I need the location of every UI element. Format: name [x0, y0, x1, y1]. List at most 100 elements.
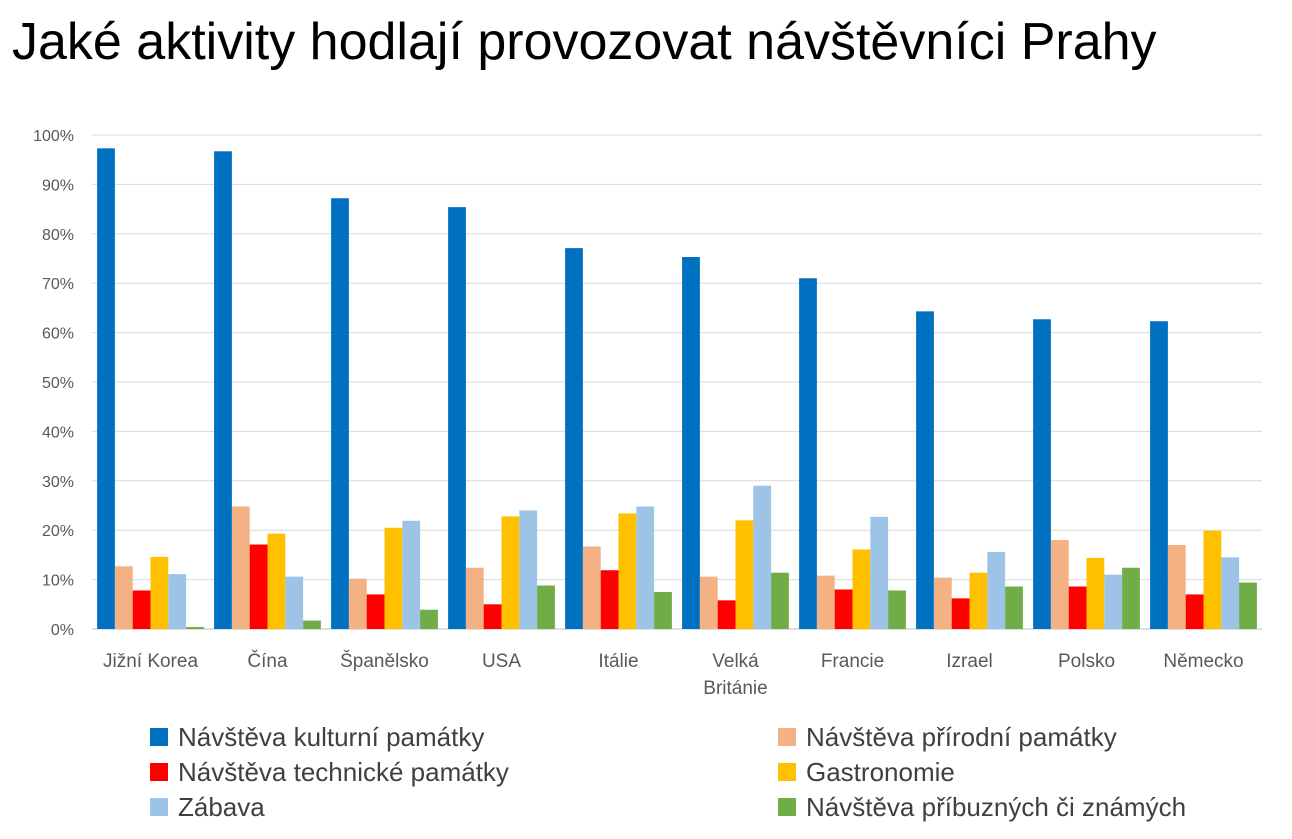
chart-title: Jaké aktivity hodlají provozovat návštěv…: [12, 13, 1157, 71]
bar-1-8: [916, 311, 934, 629]
bar-6-4: [537, 585, 555, 629]
bar-1-1: [97, 148, 115, 629]
bar-4-7: [852, 549, 871, 629]
y-tick-label: 10%: [42, 573, 74, 590]
bar-2-7: [816, 575, 835, 629]
bar-6-2: [303, 620, 321, 629]
category-label: Francie: [821, 651, 884, 672]
bar-5-4: [519, 510, 538, 629]
bar-1-7: [799, 278, 817, 629]
axis-labels: 0% 10% 20% 30% 40% 50% 60% 70% 80% 90% 100% Jižní K…: [33, 128, 1244, 699]
bar-4-9: [1086, 557, 1105, 629]
bar-1-4: [448, 207, 466, 629]
y-tick-label: 100%: [33, 128, 74, 145]
gridlines: [92, 134, 1262, 630]
bar-3-5: [600, 570, 619, 629]
bar-2-9: [1050, 540, 1069, 629]
category-label: Jižní Korea: [103, 651, 198, 672]
bar-5-9: [1104, 574, 1123, 629]
bar-3-3: [366, 594, 385, 629]
legend-swatch: [778, 798, 796, 816]
bar-5-2: [285, 576, 304, 629]
category-label: Německo: [1163, 651, 1243, 672]
y-tick-label: 70%: [42, 276, 74, 293]
bar-5-6: [753, 485, 772, 629]
legend-label: Gastronomie: [806, 756, 955, 787]
bar-2-5: [582, 546, 601, 629]
bar-1-3: [331, 198, 349, 629]
bar-5-3: [402, 520, 421, 629]
bar-2-3: [348, 578, 367, 629]
bars: [97, 148, 1257, 629]
bar-6-3: [420, 609, 438, 629]
bar-3-4: [483, 604, 502, 629]
bar-6-5: [654, 591, 672, 629]
bar-6-10: [1239, 582, 1257, 629]
y-tick-label: 60%: [42, 326, 74, 343]
category-label: Španělsko: [340, 650, 429, 672]
legend-label: Návštěva technické památky: [178, 756, 509, 787]
legend-item: Návštěva přírodní památky: [778, 722, 1260, 752]
legend-item: Gastronomie: [778, 757, 1260, 787]
bar-3-10: [1185, 594, 1204, 629]
category-label: Izrael: [946, 651, 992, 672]
bar-4-8: [969, 572, 988, 629]
bar-chart: 0% 10% 20% 30% 40% 50% 60% 70% 80% 90% 100% Jižní K…: [33, 128, 1262, 699]
bar-4-3: [384, 527, 403, 629]
bar-3-7: [834, 589, 853, 629]
y-tick-label: 40%: [42, 424, 74, 441]
legend-item: Návštěva příbuzných či známých: [778, 792, 1260, 822]
legend-label: Návštěva přírodní památky: [806, 721, 1117, 752]
bar-4-2: [267, 533, 286, 629]
bar-6-9: [1122, 567, 1140, 629]
legend-swatch: [778, 763, 796, 781]
bar-2-2: [231, 506, 250, 629]
category-label: Čína: [247, 650, 288, 672]
bar-6-7: [888, 590, 906, 629]
bar-5-5: [636, 506, 655, 629]
bar-6-6: [771, 572, 789, 629]
category-label: Polsko: [1058, 651, 1115, 672]
bar-3-9: [1068, 586, 1087, 629]
bar-3-2: [249, 544, 268, 629]
bar-5-10: [1221, 557, 1240, 629]
bar-2-1: [114, 566, 133, 629]
bar-4-4: [501, 516, 520, 629]
bar-2-10: [1167, 545, 1186, 629]
legend-item: Zábava: [150, 792, 778, 822]
y-tick-label: 0%: [51, 622, 74, 639]
bar-1-2: [214, 151, 232, 629]
bar-5-1: [168, 574, 187, 629]
legend-swatch: [778, 728, 796, 746]
y-tick-label: 90%: [42, 177, 74, 194]
bar-5-7: [870, 516, 889, 629]
bar-6-8: [1005, 586, 1023, 629]
bar-4-5: [618, 513, 637, 629]
y-tick-label: 30%: [42, 474, 74, 491]
legend-label: Návštěva příbuzných či známých: [806, 791, 1187, 822]
bar-1-6: [682, 257, 700, 629]
y-tick-label: 50%: [42, 375, 74, 392]
bar-1-9: [1033, 319, 1051, 629]
bar-3-1: [132, 590, 151, 629]
legend: Návštěva kulturní památky Návštěva přírod…: [150, 722, 1260, 822]
bar-4-1: [150, 556, 169, 629]
y-tick-label: 20%: [42, 523, 74, 540]
category-label: Itálie: [598, 651, 638, 672]
y-tick-label: 80%: [42, 227, 74, 244]
legend-swatch: [150, 728, 168, 746]
legend-swatch: [150, 763, 168, 781]
legend-label: Návštěva kulturní památky: [178, 721, 485, 752]
bar-6-1: [186, 627, 204, 629]
category-label: USA: [482, 651, 521, 672]
legend-label: Zábava: [178, 791, 265, 822]
legend-swatch: [150, 798, 168, 816]
bar-2-4: [465, 567, 484, 629]
legend-item: Návštěva technické památky: [150, 757, 778, 787]
bar-5-8: [987, 551, 1006, 629]
category-label: Velká Británie: [703, 651, 767, 699]
bar-1-10: [1150, 321, 1168, 629]
bar-2-6: [699, 576, 718, 629]
legend-item: Návštěva kulturní památky: [150, 722, 778, 752]
bar-4-10: [1203, 530, 1222, 629]
